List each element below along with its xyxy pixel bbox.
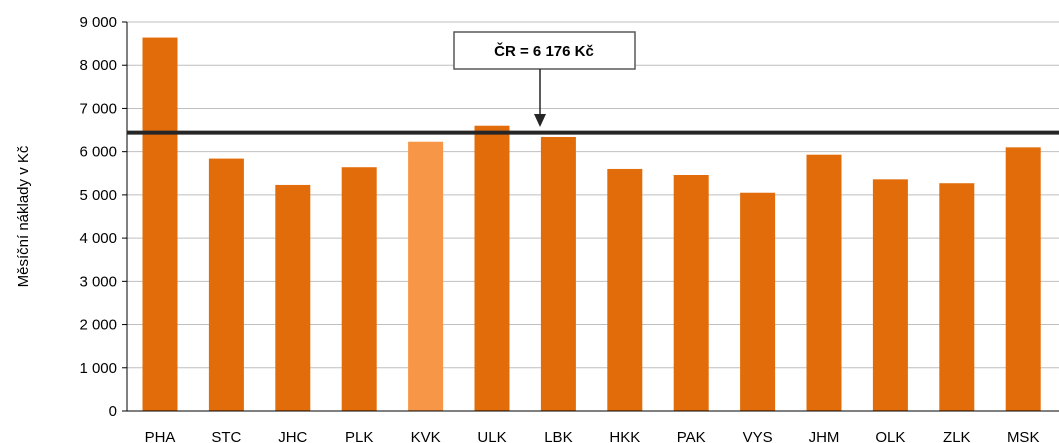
bar-plk [341,167,377,411]
bar-jhc [275,184,311,411]
x-tick-label: HKK [609,429,640,443]
bar-jhm [806,154,842,412]
annotation-arrowhead [534,114,546,127]
x-tick-label: JHM [809,429,840,443]
y-tick-label: 0 [109,403,117,420]
x-axis-ticks: PHA STC JHC PLK KVK ULK LBK HKK PAK VYS JHM OLK ZLK M… [145,429,1040,443]
x-tick-label: MSK [1007,429,1040,443]
x-tick-label: KVK [411,429,441,443]
x-tick-label: VYS [743,429,773,443]
x-tick-label: JHC [278,429,307,443]
y-tick-label: 8 000 [79,57,117,74]
bar-ulk [474,125,510,411]
bars [142,37,1041,412]
bar-stc [208,158,244,411]
y-tick-label: 3 000 [79,273,117,290]
bar-zlk [939,183,975,411]
x-tick-label: PLK [345,429,373,443]
x-tick-label: ZLK [943,429,971,443]
y-tick-label: 2 000 [79,317,117,334]
y-tick-label: 5 000 [79,187,117,204]
x-tick-label: OLK [875,429,905,443]
y-tick-label: 6 000 [79,144,117,161]
annotation-box [453,31,636,70]
bar-msk [1005,147,1041,411]
x-tick-label: PHA [145,429,176,443]
bar-olk [872,179,908,411]
reference-annotation: ČR = 6 176 Kč [453,31,636,127]
x-tick-label: PAK [677,429,706,443]
bar-pak [673,175,709,411]
bar-pha [142,37,178,412]
y-tick-label: 1 000 [79,360,117,377]
bar-vys [740,192,776,411]
x-tick-label: LBK [544,429,572,443]
y-axis-ticks: 0 1 000 2 000 3 000 4 000 5 000 6 000 7 000 8 00… [79,14,127,420]
bar-lbk [540,136,576,411]
y-tick-label: 4 000 [79,230,117,247]
x-tick-label: ULK [477,429,506,443]
y-tick-label: 9 000 [79,14,117,31]
bar-kvk [408,141,444,411]
y-tick-label: 7 000 [79,100,117,117]
annotation-label: ČR = 6 176 Kč [494,42,594,60]
gridlines [127,21,1059,369]
y-axis-label: Měsíční náklady v Kč [15,145,32,287]
bar-hkk [607,168,643,411]
x-tick-label: STC [211,429,241,443]
